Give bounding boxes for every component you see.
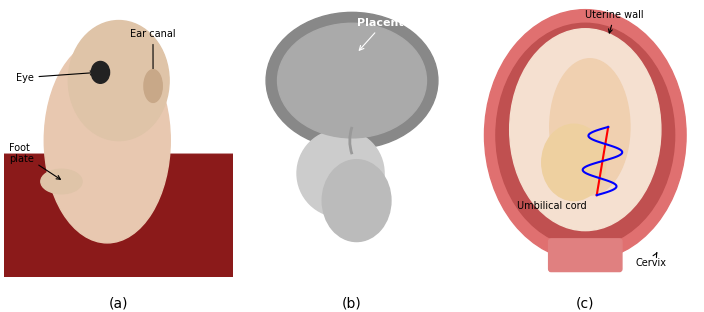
Text: Uterine wall: Uterine wall: [585, 10, 644, 33]
Circle shape: [92, 61, 110, 83]
Text: Cervix: Cervix: [636, 253, 667, 268]
Ellipse shape: [144, 70, 162, 102]
Ellipse shape: [44, 38, 170, 243]
Text: Eye: Eye: [15, 71, 94, 83]
Ellipse shape: [550, 59, 630, 195]
Ellipse shape: [484, 10, 686, 261]
Circle shape: [322, 160, 391, 241]
Ellipse shape: [41, 169, 82, 194]
Ellipse shape: [266, 12, 438, 149]
Text: Umbilical cord: Umbilical cord: [517, 175, 605, 211]
Ellipse shape: [297, 130, 384, 217]
Text: Placenta: Placenta: [357, 18, 410, 50]
Text: (a): (a): [109, 296, 128, 310]
Ellipse shape: [277, 23, 427, 138]
Text: (b): (b): [342, 296, 362, 310]
Ellipse shape: [496, 23, 674, 247]
Text: Foot
plate: Foot plate: [8, 143, 61, 179]
Text: (c): (c): [576, 296, 594, 310]
FancyBboxPatch shape: [0, 154, 302, 312]
Circle shape: [542, 124, 606, 201]
Circle shape: [68, 21, 169, 141]
Ellipse shape: [510, 29, 661, 231]
Text: Ear canal: Ear canal: [130, 29, 176, 87]
FancyBboxPatch shape: [548, 239, 622, 271]
